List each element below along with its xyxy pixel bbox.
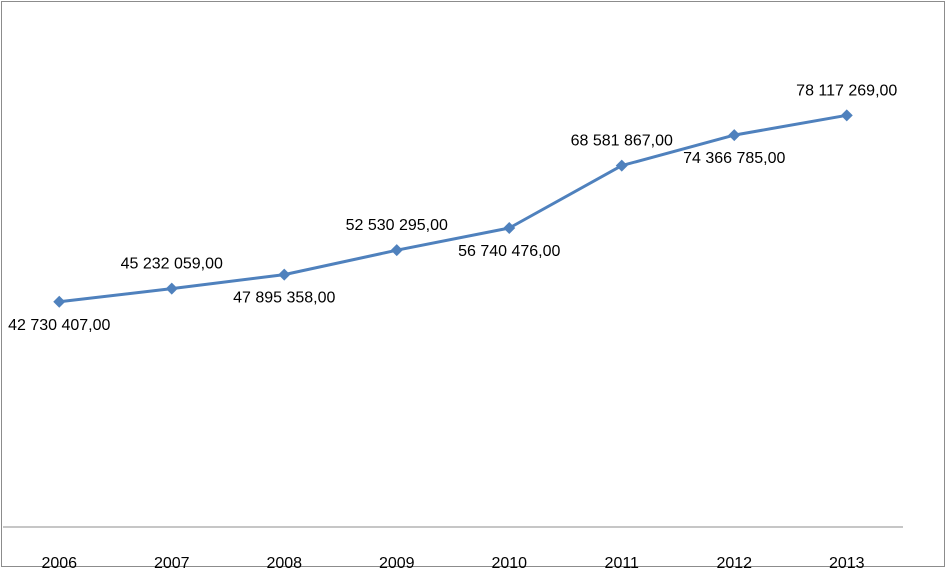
data-label: 47 895 358,00 [233,290,335,307]
data-point-marker [615,159,628,172]
data-point-marker [503,221,516,234]
data-label: 74 366 785,00 [683,150,785,167]
x-tick-labels: 2006 2007 2008 2009 2010 2011 2012 2013 [41,555,864,570]
x-tick-label: 2006 [41,555,77,570]
data-label: 68 581 867,00 [571,133,673,150]
data-label: 42 730 407,00 [8,317,110,334]
data-point-marker [728,129,741,142]
data-label: 52 530 295,00 [346,217,448,234]
data-label: 45 232 059,00 [121,256,223,273]
data-point-marker [53,295,66,308]
x-tick-label: 2007 [154,555,190,570]
x-tick-label: 2013 [829,555,865,570]
x-tick-label: 2010 [491,555,527,570]
data-label: 78 117 269,00 [796,82,897,99]
data-point-marker [840,109,853,122]
data-labels: 42 730 407,00 45 232 059,00 47 895 358,00 5… [8,82,897,333]
series-line [59,113,848,304]
x-tick-label: 2011 [605,555,640,570]
data-point-marker [390,244,403,257]
data-point-marker [278,268,291,281]
x-tick-label: 2009 [379,555,415,570]
data-label: 56 740 476,00 [458,243,560,260]
x-tick-label: 2008 [266,555,302,570]
data-point-marker [165,282,178,295]
x-tick-label: 2012 [716,555,752,570]
series-group [53,109,853,308]
